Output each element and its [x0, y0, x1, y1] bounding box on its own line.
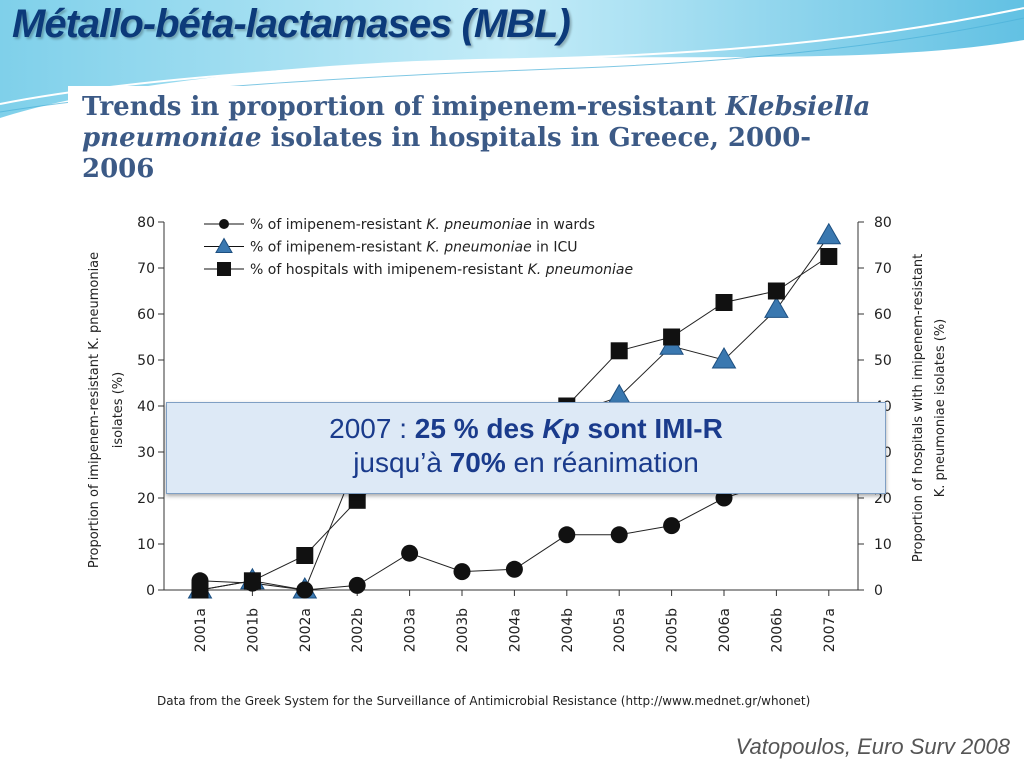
- y-axis-title-left: Proportion of imipenem-resistant K. pneu…: [87, 252, 102, 568]
- callout-text: jusqu’à: [353, 447, 450, 478]
- legend-label: % of imipenem-resistant K. pneumoniae in…: [250, 240, 578, 256]
- callout-line-2: jusqu’à 70% en réanimation: [167, 446, 885, 480]
- legend-marker: [217, 262, 231, 276]
- x-tick-label: 2005b: [665, 608, 681, 653]
- chart-title-part: Trends in proportion of imipenem-resista…: [82, 92, 726, 122]
- data-point-circle: [191, 572, 209, 590]
- data-point-square: [767, 282, 785, 300]
- y-tick-label-left: 60: [137, 307, 155, 323]
- x-tick-label: 2003a: [403, 608, 419, 652]
- legend-label: % of hospitals with imipenem-resistant K…: [250, 262, 633, 278]
- callout-text: 70%: [449, 447, 506, 478]
- data-point-triangle: [711, 346, 737, 369]
- x-tick-label: 2004b: [560, 608, 576, 653]
- data-point-circle: [610, 526, 628, 544]
- y-tick-label-right: 80: [874, 215, 892, 231]
- chart-title: Trends in proportion of imipenem-resista…: [82, 92, 882, 185]
- chart-title-part: pneumoniae: [82, 123, 262, 153]
- chart-title-part: isolates in hospitals in Greece, 2000-20…: [82, 123, 812, 184]
- slide-title: Métallo-béta-lactamases (MBL): [12, 2, 571, 46]
- x-tick-label: 2005a: [612, 608, 628, 652]
- data-point-triangle: [764, 296, 789, 318]
- y-tick-label-right: 10: [874, 537, 892, 553]
- data-point-square: [663, 328, 681, 346]
- legend-label-part: % of imipenem-resistant: [250, 217, 426, 233]
- legend-label-part: in wards: [532, 217, 595, 233]
- data-point-square: [610, 342, 628, 360]
- callout-text: 25 % des: [414, 413, 543, 444]
- callout-text: sont IMI-R: [579, 413, 723, 444]
- y-tick-label-left: 80: [137, 215, 155, 231]
- header-swoosh-line: [0, 7, 1024, 105]
- data-point-circle: [348, 576, 366, 594]
- x-tick-label: 2002b: [350, 608, 366, 653]
- y-tick-label-right: 60: [874, 307, 892, 323]
- data-point-circle: [296, 581, 314, 599]
- legend-label-part: K. pneumoniae: [528, 262, 634, 278]
- data-point-circle: [243, 574, 261, 592]
- data-point-circle: [663, 517, 681, 535]
- y-tick-label-left: 30: [137, 445, 155, 461]
- y-tick-label-right: 50: [874, 353, 892, 369]
- chart-title-part: Klebsiella: [725, 92, 871, 122]
- data-point-circle: [558, 526, 576, 544]
- callout-text: en réanimation: [505, 447, 699, 478]
- x-tick-label: 2001b: [245, 608, 261, 653]
- data-point-square: [820, 248, 838, 265]
- x-tick-label: 2001a: [193, 608, 209, 652]
- y-tick-label-right: 20: [874, 491, 892, 507]
- x-tick-label: 2007a: [822, 608, 838, 652]
- data-point-triangle: [816, 222, 842, 245]
- x-tick-label: 2003b: [455, 608, 471, 653]
- y-axis-title-right: K. pneumoniae isolates (%): [933, 319, 948, 498]
- y-axis-title-left: isolates (%): [111, 372, 126, 448]
- data-point-circle: [401, 544, 419, 562]
- legend-label-part: K. pneumoniae: [426, 217, 532, 233]
- legend-marker: [215, 237, 233, 253]
- x-tick-label: 2006b: [769, 608, 785, 653]
- data-point-square: [296, 547, 314, 564]
- y-tick-label-right: 70: [874, 261, 892, 277]
- chart-source-note: Data from the Greek System for the Surve…: [157, 694, 811, 708]
- x-tick-label: 2004a: [507, 608, 523, 652]
- citation: Vatopoulos, Euro Surv 2008: [735, 734, 1010, 759]
- callout-box: 2007 : 25 % des Kp sont IMI-R jusqu’à 70…: [166, 402, 886, 494]
- y-tick-label-left: 40: [137, 399, 155, 415]
- data-point-circle: [505, 560, 523, 578]
- legend-label: % of imipenem-resistant K. pneumoniae in…: [250, 217, 595, 233]
- header-swoosh: [0, 0, 1024, 118]
- y-tick-label-right: 0: [874, 583, 883, 599]
- legend-marker: [219, 219, 229, 229]
- data-point-circle: [453, 563, 471, 581]
- legend-label-part: in ICU: [532, 240, 578, 256]
- x-tick-label: 2002a: [298, 608, 314, 652]
- y-tick-label-left: 20: [137, 491, 155, 507]
- legend-label-part: % of imipenem-resistant: [250, 240, 426, 256]
- data-point-square: [715, 294, 733, 311]
- y-axis-title-right: Proportion of hospitals with imipenem-re…: [911, 254, 926, 562]
- y-tick-label-left: 50: [137, 353, 155, 369]
- legend-label-part: K. pneumoniae: [426, 240, 532, 256]
- x-tick-label: 2006a: [717, 608, 733, 652]
- y-tick-label-left: 10: [137, 537, 155, 553]
- callout-text: Kp: [542, 413, 580, 444]
- legend-label-part: % of hospitals with imipenem-resistant: [250, 262, 528, 278]
- callout-text: 2007 :: [329, 413, 415, 444]
- data-point-square: [348, 491, 366, 509]
- y-tick-label-left: 70: [137, 261, 155, 277]
- y-tick-label-left: 0: [146, 583, 155, 599]
- callout-line-1: 2007 : 25 % des Kp sont IMI-R: [167, 412, 885, 446]
